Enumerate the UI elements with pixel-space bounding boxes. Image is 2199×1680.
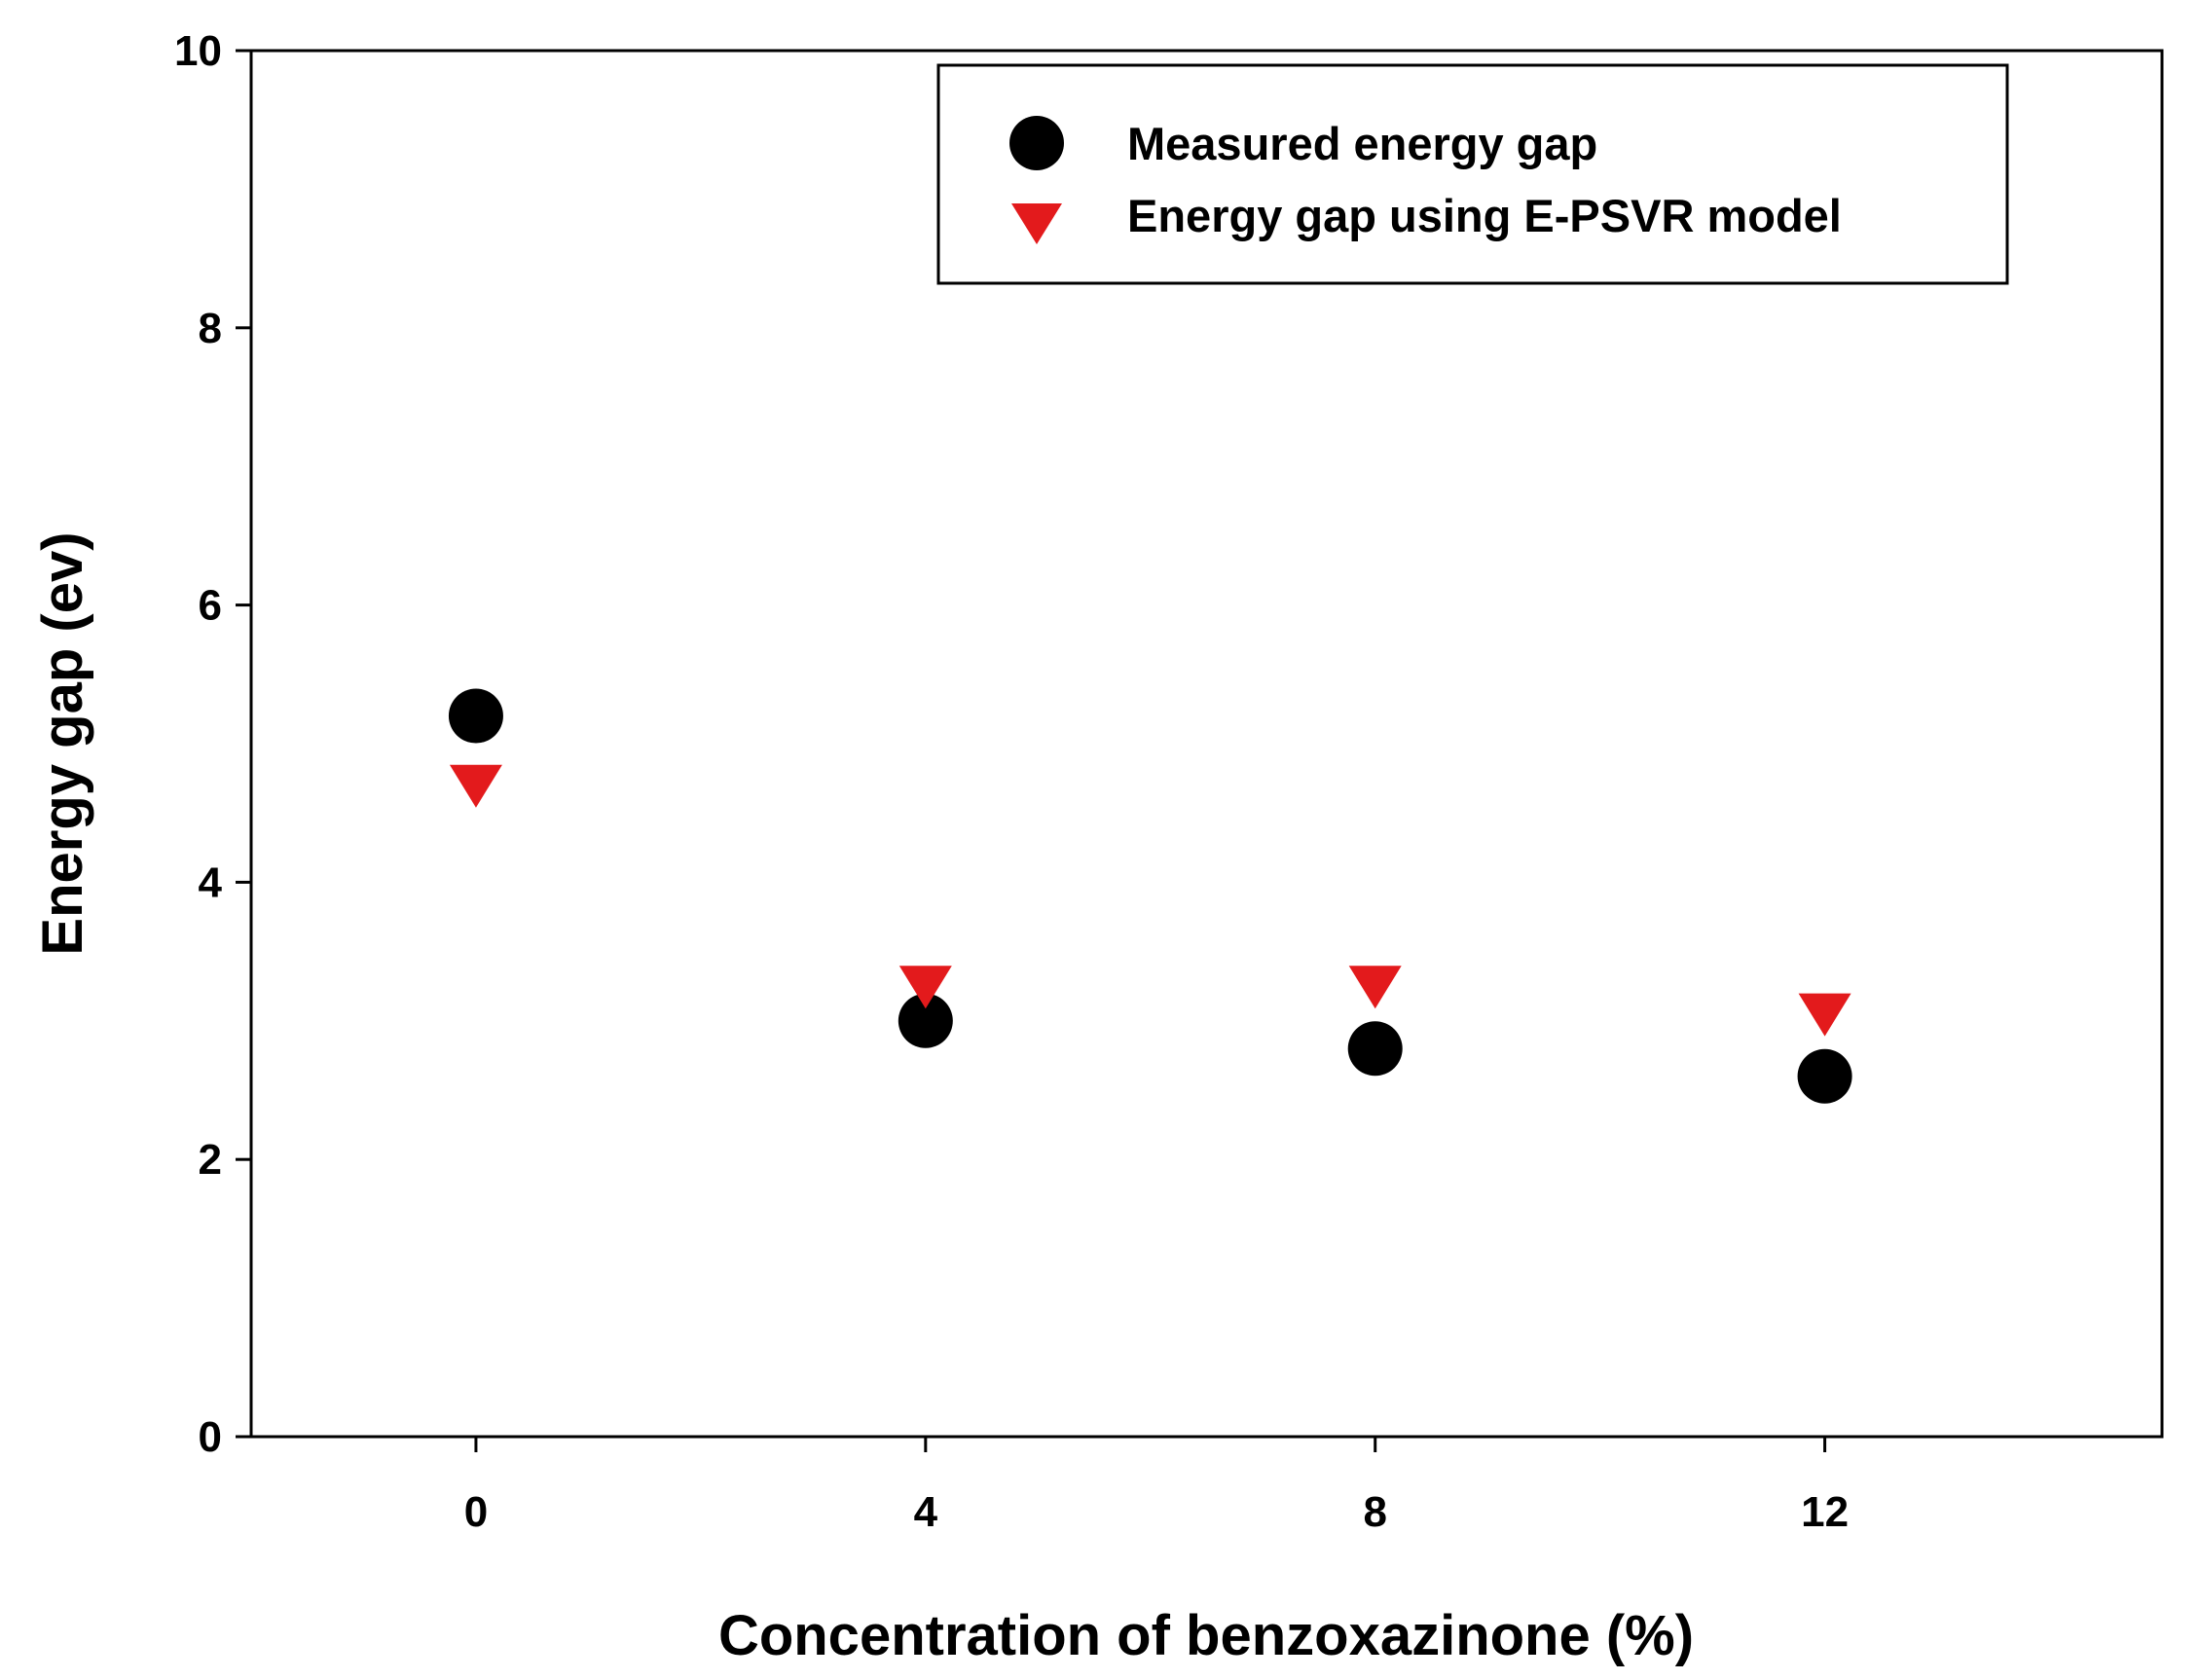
x-tick-label: 4 bbox=[914, 1488, 938, 1536]
legend-box bbox=[936, 63, 2009, 285]
model-point bbox=[1348, 966, 1402, 1009]
x-axis-title: Concentration of benzoxazinone (%) bbox=[718, 1604, 1694, 1667]
legend-label-measured: Measured energy gap bbox=[1127, 118, 1597, 169]
x-axis-ticks: 0 4 8 12 bbox=[464, 1437, 1849, 1536]
measured-point bbox=[1347, 1021, 1403, 1077]
y-axis-ticks: 0 2 4 6 8 10 bbox=[174, 27, 251, 1461]
y-tick-label: 2 bbox=[199, 1136, 222, 1184]
legend: Measured energy gap Energy gap using E-P… bbox=[936, 63, 2009, 285]
x-tick-label: 12 bbox=[1801, 1488, 1849, 1536]
data-points bbox=[448, 688, 1852, 1104]
legend-marker-measured bbox=[1009, 116, 1064, 170]
model-point bbox=[1798, 993, 1851, 1037]
y-tick-label: 0 bbox=[199, 1413, 222, 1461]
legend-label-model: Energy gap using E-PSVR model bbox=[1127, 190, 1842, 241]
measured-point bbox=[1797, 1048, 1852, 1104]
plot-frame bbox=[249, 49, 2164, 1439]
legend-marker-model bbox=[1011, 203, 1062, 244]
measured-point bbox=[448, 688, 503, 744]
y-tick-label: 4 bbox=[199, 858, 223, 906]
y-tick-label: 6 bbox=[199, 582, 222, 630]
y-tick-label: 10 bbox=[174, 27, 222, 75]
y-tick-label: 8 bbox=[199, 305, 222, 352]
x-tick-label: 8 bbox=[1363, 1488, 1386, 1536]
measured-point bbox=[898, 993, 953, 1048]
model-point bbox=[449, 764, 502, 808]
y-axis-title: Energy gap (ev) bbox=[31, 531, 94, 955]
x-tick-label: 0 bbox=[464, 1488, 488, 1536]
model-point bbox=[898, 966, 952, 1009]
